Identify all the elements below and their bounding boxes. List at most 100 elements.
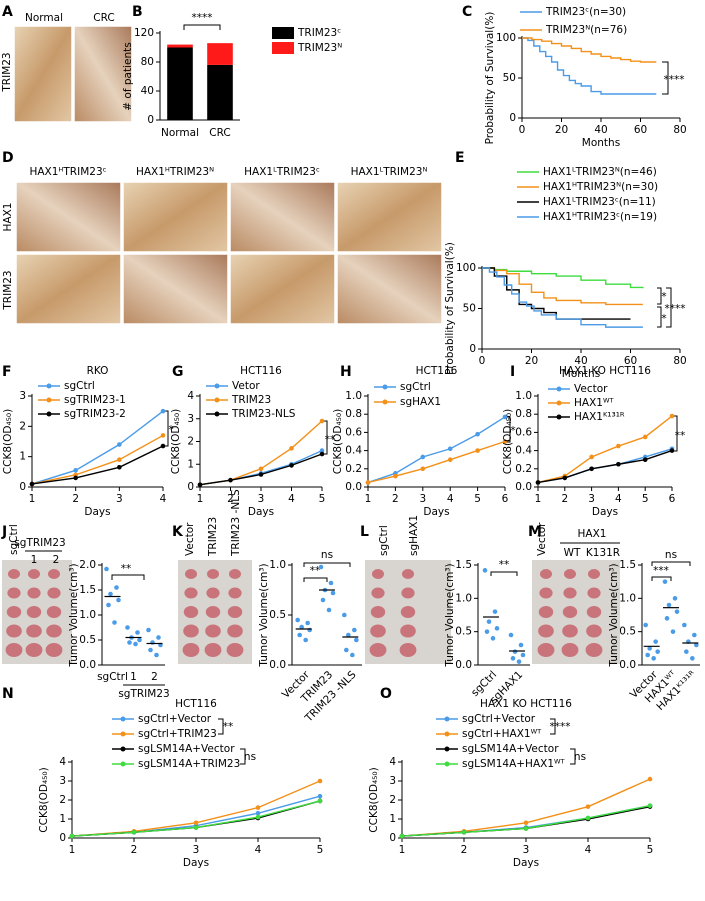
y-tick-label: 100 (456, 262, 476, 274)
chart-title: HCT116 (240, 365, 282, 377)
y-tick-label: 0 (469, 343, 476, 355)
point (116, 597, 121, 603)
point (104, 566, 109, 572)
survival-curve (522, 37, 657, 63)
line (31, 410, 164, 485)
ihc-photo (336, 253, 443, 325)
legend-label: TRIM23ᴺ (297, 42, 342, 54)
point (154, 652, 159, 658)
panel-letter: D (2, 150, 14, 166)
y-tick-label: 1.5 (79, 584, 96, 596)
point (643, 622, 648, 628)
legend-label: sgCtrl (400, 381, 431, 393)
legend-label: sgCtrl+TRIM23 (138, 728, 217, 740)
legend-label: HAX1ᴸTRIM23ᴺ(n=46) (543, 166, 657, 178)
bracket (651, 561, 691, 566)
point (160, 433, 166, 438)
y-tick-label: 1 (19, 451, 26, 463)
y-tick-label: 2.0 (79, 559, 96, 571)
tumor (587, 587, 601, 599)
image-label: HAX1 (2, 203, 14, 232)
survival-curve (522, 37, 657, 95)
significance: ** (310, 565, 321, 577)
tumor (586, 606, 602, 618)
x-tick-label: 4 (160, 493, 167, 505)
significance: ns (321, 549, 333, 561)
x-tick-label: 3 (193, 844, 200, 856)
y-tick-label: 0.5 (79, 634, 96, 646)
y-tick-label: 1 (59, 813, 66, 825)
x-tick-label: 2 (392, 493, 399, 505)
point (490, 636, 496, 641)
point (662, 579, 668, 584)
survival-curve (482, 267, 643, 306)
ihc-photo (73, 25, 133, 123)
x-tick-label: 1 (399, 844, 406, 856)
point (669, 413, 675, 419)
tumor (402, 569, 414, 579)
x-tick-label: 40 (574, 355, 587, 367)
point (160, 408, 166, 414)
legend-marker (120, 746, 126, 752)
chart-title: HAX1 KO HCT116 (480, 698, 572, 710)
point (484, 629, 490, 634)
line (71, 795, 321, 837)
tumor (184, 587, 198, 599)
point (319, 418, 325, 424)
ihc-photo (15, 181, 122, 253)
x-tick-label: 20 (555, 124, 568, 136)
x-tick-label: 1 (130, 671, 137, 683)
point (317, 793, 323, 799)
legend-marker (444, 731, 450, 737)
point (193, 820, 199, 826)
legend-marker (214, 383, 220, 389)
x-tick-label: 1 (535, 493, 542, 505)
bar-segment (167, 47, 193, 120)
tumor (370, 624, 386, 638)
significance: ns (244, 751, 256, 763)
legend-label: Vector (574, 383, 608, 395)
point (516, 659, 522, 664)
x-tick-label: 1 (197, 493, 204, 505)
point (523, 820, 529, 826)
point (299, 624, 304, 630)
point (692, 632, 697, 638)
y-tick-label: 0.4 (345, 445, 362, 457)
significance: ns (665, 549, 677, 561)
bracket (570, 748, 576, 765)
significance: *** (653, 565, 669, 577)
legend-label: TRIM23ᶜ (297, 27, 341, 39)
panel-letter: O (380, 686, 392, 702)
point (642, 434, 648, 440)
legend-marker (382, 384, 388, 390)
y-tick-label: 3 (389, 775, 396, 787)
point (330, 590, 336, 596)
tumor (25, 643, 43, 657)
tumor (400, 624, 416, 638)
x-tick-label: 40 (594, 124, 607, 136)
point (651, 656, 656, 661)
panel-letter: L (360, 524, 369, 540)
survival-curve (482, 267, 644, 289)
tumor (399, 643, 417, 657)
point (589, 466, 594, 472)
line (537, 449, 673, 484)
bracket (183, 24, 221, 30)
legend-label: TRIM23ᶜ(n=30) (545, 6, 626, 18)
y-axis-label: Probability of Survival(%) (484, 12, 496, 145)
x-tick-label: 5 (647, 844, 654, 856)
bracket (218, 718, 224, 735)
x-tick-label: 3 (258, 493, 265, 505)
point (295, 617, 300, 623)
point (344, 647, 349, 653)
point (346, 632, 351, 638)
y-tick-label: 0 (509, 112, 516, 124)
image-label: Vector (536, 522, 548, 556)
image-label: sgCtrl (378, 525, 390, 556)
y-tick-label: 1.0 (455, 592, 472, 604)
x-tick-label: 5 (317, 844, 324, 856)
y-tick-label: 0.8 (515, 408, 532, 420)
panel-letter: J (1, 524, 7, 540)
point (342, 612, 347, 618)
tumor (229, 569, 241, 579)
